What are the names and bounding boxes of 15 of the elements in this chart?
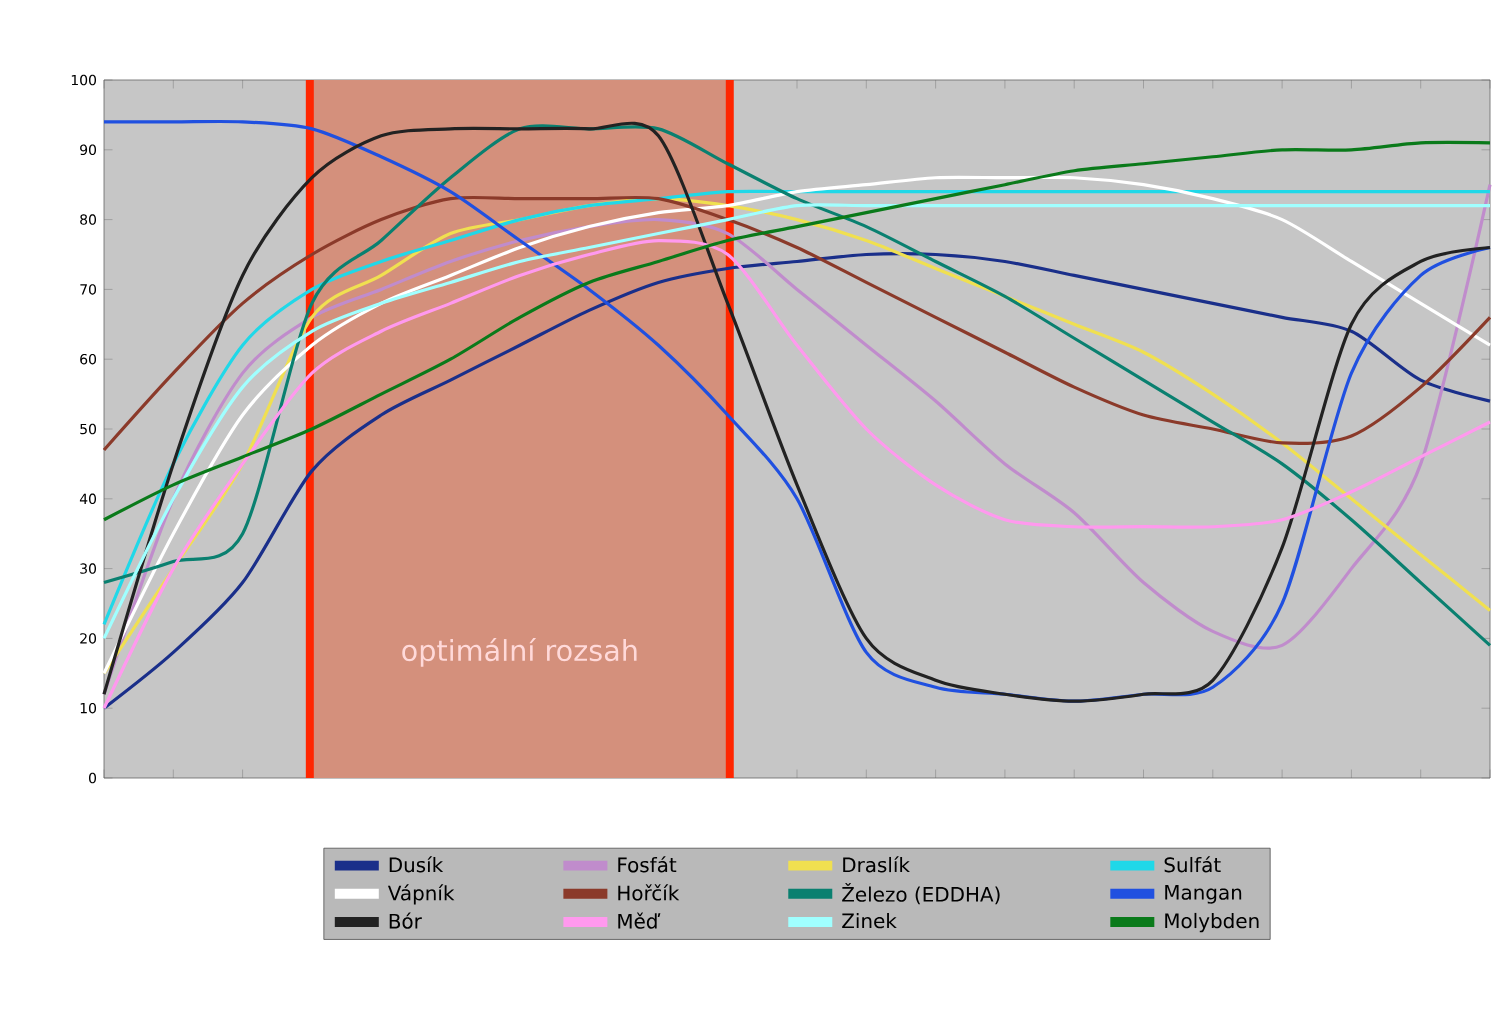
legend-label: Draslík [843, 856, 910, 873]
legend-label: Zinek [842, 912, 897, 929]
legend-label: Hořčík [618, 884, 680, 901]
legend-label: Bór [389, 912, 422, 929]
legend-label: Mangan [1165, 885, 1242, 904]
legend-label: Sulfát [1164, 856, 1221, 873]
line-series [102, 195, 1492, 452]
legend-label: Fosfát [618, 856, 677, 873]
legend-label: Měď [618, 912, 661, 929]
annotation: optimální rozsah [402, 637, 637, 667]
line-series [102, 140, 1492, 522]
legend-label: Vápník [387, 884, 455, 905]
legend-label: Železo (EDDHA) [842, 883, 1000, 905]
legend-label: Molybden [1165, 912, 1259, 933]
legend-label: Dusík [389, 856, 444, 873]
